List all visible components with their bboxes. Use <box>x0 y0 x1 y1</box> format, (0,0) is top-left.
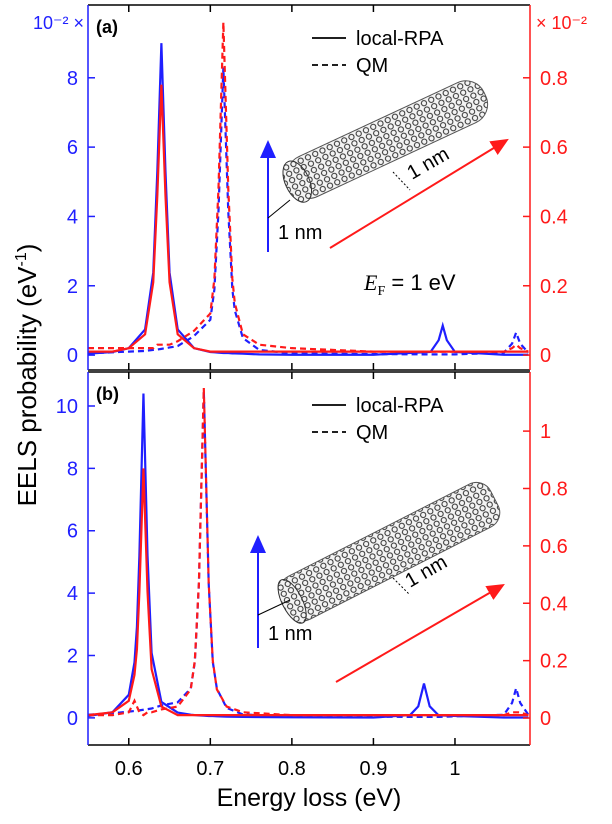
y-tick-label: 6 <box>67 521 78 543</box>
y2-tick-label: 0.2 <box>540 276 568 298</box>
panel-label: (a) <box>96 17 118 37</box>
legend-label: local-RPA <box>356 395 444 417</box>
y2-tick-label: 0.4 <box>540 593 568 615</box>
annotation-part: F <box>377 284 385 299</box>
y-tick-label: 4 <box>67 206 78 228</box>
y-tick-label: 0 <box>67 708 78 730</box>
y-axis-title: EELS probability (eV-1) <box>12 244 42 507</box>
y-axis-title-part: ) <box>12 244 42 253</box>
series-line <box>88 67 530 356</box>
legend-label: QM <box>356 55 388 77</box>
y-tick-label: 8 <box>67 458 78 480</box>
series-line <box>88 393 529 719</box>
x-axis-title: Energy loss (eV) <box>217 784 402 812</box>
y2-tick-label: 0 <box>540 708 551 730</box>
y-tick-label: 6 <box>67 137 78 159</box>
inset-nanotube <box>250 481 505 683</box>
x-tick-label: 1 <box>449 758 460 780</box>
y-tick-label: 4 <box>67 583 78 605</box>
plot-area <box>88 22 530 356</box>
y-tick-label: 0 <box>67 345 78 367</box>
y-axis-title-part: -1 <box>13 252 30 266</box>
x-tick-label: 0.9 <box>360 758 388 780</box>
series-line <box>88 22 529 353</box>
y2-tick-label: 0.6 <box>540 536 568 558</box>
plot-area <box>88 388 530 719</box>
y2-tick-label: 1 <box>540 421 551 443</box>
inset-label: 1 nm <box>268 623 312 645</box>
y-multiplier: 10⁻² × <box>33 13 84 33</box>
y2-tick-label: 0.2 <box>540 651 568 673</box>
x-tick-label: 0.8 <box>278 758 306 780</box>
y2-tick-label: 0.4 <box>540 206 568 228</box>
y2-tick-label: 0.8 <box>540 68 568 90</box>
series-line <box>88 388 529 717</box>
y-tick-label: 8 <box>67 68 78 90</box>
annotation-part: = 1 eV <box>385 270 456 295</box>
y-tick-label: 10 <box>56 396 78 418</box>
annotation-part: E <box>363 270 378 295</box>
y2-tick-label: 0.8 <box>540 478 568 500</box>
inset-label: 1 nm <box>278 222 322 244</box>
panel-label: (b) <box>96 384 119 404</box>
y2-multiplier: × 10⁻² <box>536 13 587 33</box>
annotation: EF = 1 eV <box>363 270 456 299</box>
legend-label: QM <box>356 422 388 444</box>
legend-label: local-RPA <box>356 28 444 50</box>
x-tick-label: 0.6 <box>115 758 143 780</box>
x-tick-label: 0.7 <box>196 758 224 780</box>
y-tick-label: 2 <box>67 276 78 298</box>
y2-tick-label: 0 <box>540 345 551 367</box>
y-tick-label: 2 <box>67 645 78 667</box>
y-axis-title-part: EELS probability (eV <box>12 266 42 507</box>
inset-nanotube <box>260 80 509 252</box>
y2-tick-label: 0.6 <box>540 137 568 159</box>
